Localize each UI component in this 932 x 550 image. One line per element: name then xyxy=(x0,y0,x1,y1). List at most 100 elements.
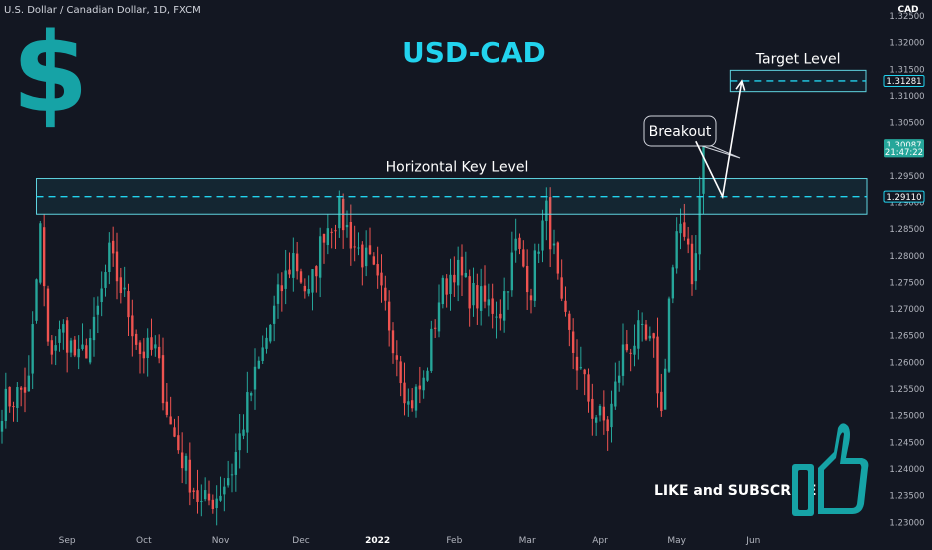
candle-body xyxy=(96,305,100,315)
candle-body xyxy=(276,284,280,304)
y-tick-label: 1.28500 xyxy=(889,225,924,235)
candle-body xyxy=(598,405,602,416)
candle-body xyxy=(207,493,211,501)
candle-body xyxy=(169,416,172,425)
candle-body xyxy=(545,200,548,222)
candle-body xyxy=(514,238,517,251)
candle-body xyxy=(127,291,130,318)
candle-body xyxy=(257,360,261,369)
candle-body xyxy=(161,355,165,404)
candle-body xyxy=(238,433,241,451)
candle-body xyxy=(518,237,521,249)
candle-body xyxy=(656,336,659,394)
candle-body xyxy=(246,392,249,433)
candle-body xyxy=(196,490,199,502)
candle-body xyxy=(525,265,529,293)
candle-body xyxy=(683,222,686,237)
candle-body xyxy=(142,351,146,359)
candle-body xyxy=(150,337,153,350)
breakout-callout xyxy=(643,115,717,147)
candle-body xyxy=(345,224,349,228)
candle-body xyxy=(403,382,406,404)
candle-body xyxy=(249,393,253,396)
candle-body xyxy=(698,197,701,255)
candle-body xyxy=(422,377,425,391)
candle-body xyxy=(203,490,207,500)
candle-body xyxy=(502,291,506,321)
candle-body xyxy=(330,231,333,233)
candle-body xyxy=(8,386,11,407)
y-tick-label: 1.24500 xyxy=(889,438,924,448)
candle-body xyxy=(456,259,460,286)
price-badge-label: 1.30087 xyxy=(886,141,921,151)
candle-body xyxy=(418,385,422,390)
y-tick-label: 1.31500 xyxy=(889,65,924,75)
candle-body xyxy=(583,369,586,375)
price-badge-label: 1.29110 xyxy=(886,193,921,203)
candle-body xyxy=(295,253,299,272)
chart-annotations: Horizontal Key Level Target Level Breakout xyxy=(386,51,841,200)
x-tick-label: Mar xyxy=(519,536,536,546)
candle-body xyxy=(479,286,483,311)
candle-body xyxy=(433,327,437,329)
candle-body xyxy=(154,344,157,349)
candle-body xyxy=(610,403,613,428)
projection-path xyxy=(695,80,743,200)
candle-body xyxy=(602,406,606,421)
candle-body xyxy=(384,287,387,301)
y-tick-label: 1.27500 xyxy=(889,278,924,288)
candle-body xyxy=(591,398,594,419)
x-tick-label: May xyxy=(667,536,686,546)
candle-body xyxy=(449,274,452,295)
candle-body xyxy=(31,324,34,374)
candle-body xyxy=(134,333,138,345)
candle-body xyxy=(146,337,149,359)
candle-body xyxy=(119,277,123,294)
time-axis[interactable]: Sep Oct Nov Dec 2022 Feb Mar Apr May Jun xyxy=(59,536,761,546)
candle-body xyxy=(88,337,92,363)
candle-body xyxy=(303,285,307,292)
candle-body xyxy=(42,227,46,287)
candle-body xyxy=(387,301,391,331)
y-tick-label: 1.23500 xyxy=(889,492,924,502)
candle-body xyxy=(410,400,414,409)
candle-body xyxy=(552,243,556,246)
candle-body xyxy=(315,266,318,277)
candle-body xyxy=(660,391,663,412)
candle-body xyxy=(652,333,655,339)
candle-body xyxy=(556,242,560,274)
candle-body xyxy=(399,361,402,384)
candle-body xyxy=(537,251,540,254)
candle-body xyxy=(62,324,65,333)
candle-body xyxy=(200,501,203,503)
candle-body xyxy=(472,282,475,306)
candle-body xyxy=(284,270,287,289)
candle-body xyxy=(234,451,238,475)
candle-body xyxy=(644,324,648,340)
candle-body xyxy=(131,315,134,337)
candle-body xyxy=(77,348,80,358)
candle-body xyxy=(640,323,644,325)
candle-body xyxy=(192,490,195,492)
x-tick-label: Nov xyxy=(212,536,230,546)
candle-body xyxy=(65,320,69,353)
candle-body xyxy=(242,429,245,436)
y-tick-label: 1.28000 xyxy=(889,252,924,262)
currency-label: CAD xyxy=(897,5,918,15)
candle-body xyxy=(230,474,234,476)
candle-body xyxy=(372,256,376,265)
candle-body xyxy=(261,347,264,361)
breakout-label: Breakout xyxy=(649,124,712,140)
y-tick-label: 1.26000 xyxy=(889,358,924,368)
candle-body xyxy=(311,269,314,293)
projection-arrowhead xyxy=(735,79,746,91)
candle-body xyxy=(165,401,169,415)
candle-body xyxy=(621,344,625,376)
candle-body xyxy=(338,197,341,229)
thumbs-up-icon xyxy=(790,418,870,522)
candle-body xyxy=(269,324,272,342)
candle-body xyxy=(85,345,88,359)
candlestick-series xyxy=(0,139,705,526)
